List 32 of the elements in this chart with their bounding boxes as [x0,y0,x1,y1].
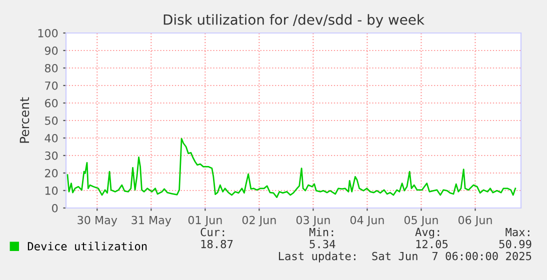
text: Max: [506,228,530,236]
legend-label: Device utilization [28,242,147,250]
y-tick-label: 20 [45,168,58,178]
text: Min: [309,228,334,236]
y-tick-label: 30 [45,151,58,160]
text: 50.99 [499,240,532,248]
line-series [66,138,516,198]
y-tick-label: 100 [38,28,58,38]
x-tick-label: 01 Jun [188,216,222,226]
x-tick-label: 05 Jun [404,216,438,226]
text: 5.34 [310,240,336,248]
y-tick-label: 0 [52,204,58,212]
text: 18.87 [201,240,233,248]
text: 12.05 [416,240,448,248]
text: Avg: [415,228,440,238]
y-tick-label: 60 [45,98,58,108]
x-tick-label: 31 May [132,216,172,226]
y-tick-label: 40 [44,134,58,142]
chart-title: Disk utilization for /dev/sdd - by week [164,14,424,28]
y-axis-title: Percent [20,97,30,143]
text: Cur: [200,228,224,236]
y-tick-label: 50 [45,116,58,125]
x-tick-label: 30 May [78,216,118,226]
y-tick-label: 80 [44,64,58,72]
x-tick-label: 04 Jun [350,216,384,226]
x-tick-label: 06 Jun [458,216,492,226]
x-tick-label: 02 Jun [242,216,276,226]
text: Last update: Sat Jun 7 06:00:00 2025 [278,252,532,262]
y-tick-label: 90 [44,46,58,55]
y-tick-label: 10 [45,186,58,195]
y-tick-label: 70 [45,81,58,90]
x-tick-label: 03 Jun [296,216,330,226]
